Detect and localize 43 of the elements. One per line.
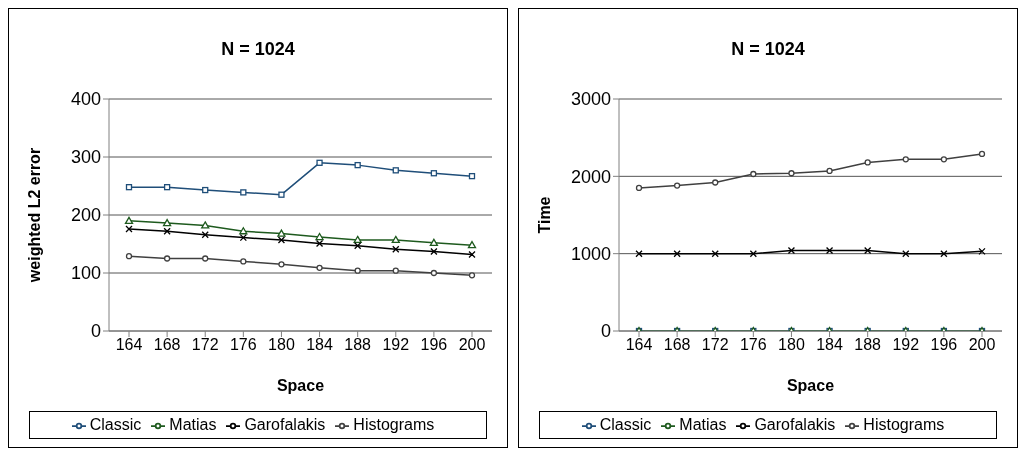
legend-label: Classic	[599, 416, 652, 433]
legend-label: Histograms	[863, 416, 945, 433]
x-tick-label: 188	[854, 336, 882, 354]
x-tick-label: 180	[268, 336, 295, 354]
x-tick-label: 196	[420, 336, 448, 354]
x-tick-label: 176	[739, 336, 767, 354]
legend-label: Garofalakis	[754, 416, 836, 433]
x-tick-label: 184	[816, 336, 843, 354]
y-tick-label: 0	[90, 321, 101, 342]
y-tick-label: 400	[70, 89, 101, 110]
y-tick-label: 100	[70, 263, 101, 284]
y-tick-label: 300	[70, 147, 101, 168]
x-axis-title: Space	[786, 377, 835, 394]
x-tick-label: 172	[701, 336, 729, 354]
y-tick-label: 3000	[570, 89, 611, 110]
x-tick-label: 176	[229, 336, 257, 354]
legend-label: Garofalakis	[244, 416, 326, 433]
y-axis-title: weighted L2 error	[25, 147, 43, 284]
legend-label: Classic	[89, 416, 142, 433]
x-tick-label: 164	[625, 336, 653, 354]
y-tick-label: 1000	[570, 244, 611, 265]
legend-label: Matias	[169, 416, 217, 433]
x-tick-label: 168	[153, 336, 181, 354]
chart-title: N = 1024	[730, 39, 806, 61]
x-tick-label: 180	[778, 336, 805, 354]
y-axis-title: Time	[535, 196, 553, 234]
legend-label: Matias	[679, 416, 727, 433]
x-tick-label: 164	[115, 336, 143, 354]
x-tick-label: 192	[892, 336, 920, 354]
x-tick-label: 172	[191, 336, 219, 354]
x-tick-label: 184	[306, 336, 333, 354]
x-tick-label: 200	[968, 336, 996, 354]
y-tick-label: 0	[600, 321, 611, 342]
y-tick-label: 200	[70, 205, 101, 226]
x-tick-label: 196	[930, 336, 958, 354]
chart-title: N = 1024	[220, 39, 296, 61]
x-tick-label: 192	[382, 336, 410, 354]
x-tick-label: 188	[344, 336, 372, 354]
legend-label: Histograms	[353, 416, 435, 433]
x-tick-label: 168	[663, 336, 691, 354]
x-tick-label: 200	[458, 336, 486, 354]
y-tick-label: 2000	[570, 166, 611, 187]
x-axis-title: Space	[276, 377, 325, 394]
